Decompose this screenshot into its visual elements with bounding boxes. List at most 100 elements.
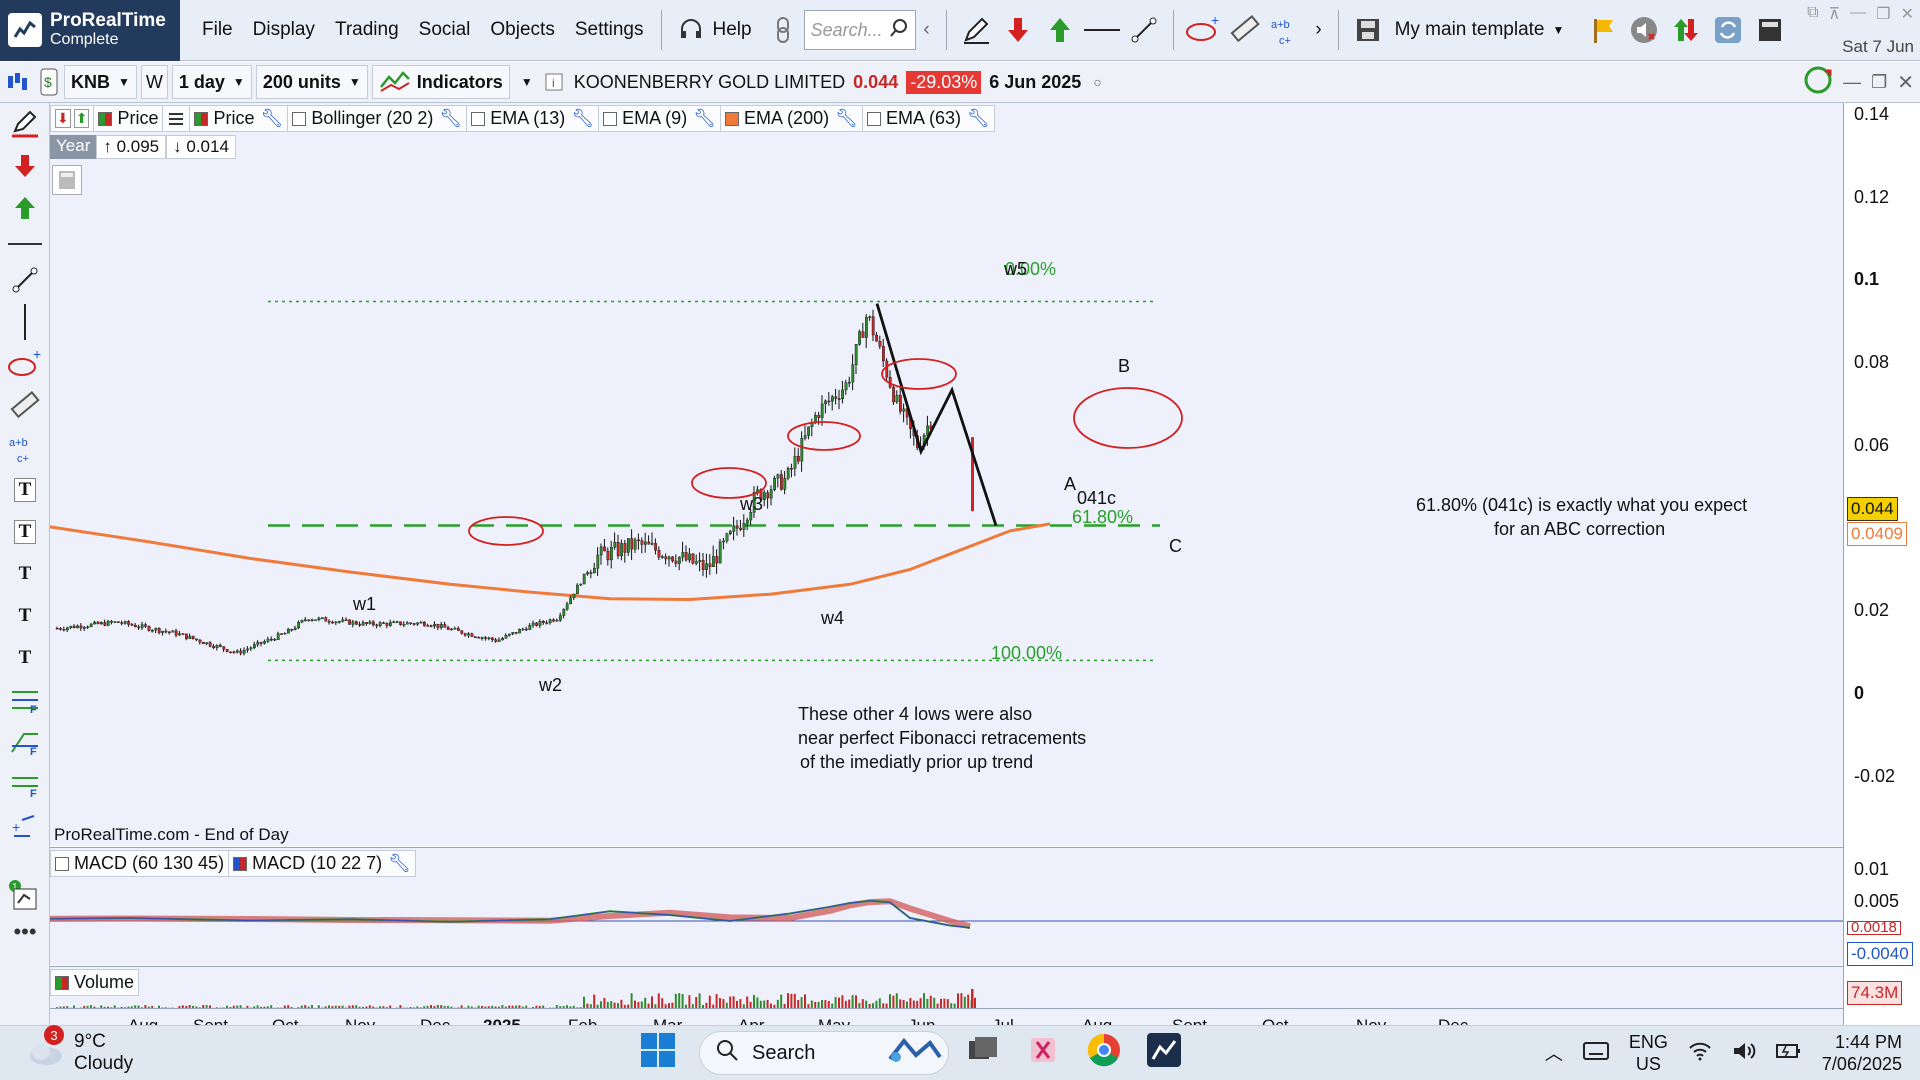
wifi-icon[interactable] (1688, 1041, 1712, 1066)
refresh-icon[interactable] (1710, 12, 1746, 48)
price-chart[interactable]: ⬇ ⬆ Price Price 🔧︎ Bollinger (20 2) 🔧︎ EMA … (50, 103, 1843, 846)
wrench-icon[interactable]: 🔧︎ (693, 108, 717, 128)
close-icon[interactable]: ✕ (1900, 6, 1914, 23)
fibonacci-icon[interactable]: F (0, 679, 50, 721)
buy-arrow-icon[interactable] (0, 187, 50, 229)
restore-icon[interactable]: ❐ (1871, 71, 1888, 92)
weekly-toggle[interactable]: W (140, 65, 168, 99)
indicators-button[interactable]: Indicators (371, 65, 510, 99)
candles-icon[interactable] (3, 64, 31, 100)
legend-ema200[interactable]: EMA (200) 🔧︎ (720, 105, 863, 132)
fibonacci-time-icon[interactable]: F (0, 763, 50, 805)
range-period[interactable]: Year (50, 135, 97, 159)
sound-off-icon[interactable] (1626, 12, 1662, 48)
volume-panel[interactable]: Volume (50, 966, 1843, 1009)
menu-help[interactable]: Help (712, 19, 752, 40)
wrench-icon[interactable]: 🔧︎ (388, 853, 411, 873)
prorealtime-taskbar-icon[interactable] (1147, 1033, 1181, 1073)
fibonacci-fan-icon[interactable]: F (0, 721, 50, 763)
legend-macd2[interactable]: MACD (10 22 7) 🔧︎ (228, 850, 416, 877)
units-selector[interactable]: 200 units ▼ (255, 65, 368, 99)
taskbar-search[interactable]: Search (699, 1031, 949, 1075)
menu-settings[interactable]: Settings (574, 19, 644, 40)
alerts-icon[interactable] (1668, 12, 1704, 48)
restore-icon[interactable]: ❐ (1876, 6, 1891, 23)
vertical-line-icon[interactable] (0, 301, 50, 343)
info-icon[interactable]: i (543, 64, 565, 100)
minimize-icon[interactable]: — (1850, 4, 1867, 21)
legend-price2[interactable]: Price 🔧︎ (189, 105, 289, 132)
sync-icon[interactable] (1803, 65, 1833, 100)
volume-icon[interactable] (1732, 1040, 1756, 1067)
sell-arrow-icon[interactable]: ⬇ (55, 109, 71, 128)
template-selector[interactable]: My main template ▼ (1395, 19, 1565, 41)
pin-icon[interactable]: ⊼ (1828, 6, 1841, 23)
wave-labels-icon[interactable]: a+b c+ (0, 427, 50, 469)
wrench-icon[interactable]: 🔧︎ (966, 108, 990, 128)
menu-trading[interactable]: Trading (334, 19, 399, 40)
wrench-icon[interactable]: 🔧︎ (260, 108, 284, 128)
legend-list-icon[interactable] (162, 105, 191, 132)
sell-arrow-icon[interactable] (0, 145, 50, 187)
menu-file[interactable]: File (202, 19, 233, 40)
ruler-icon[interactable] (0, 385, 50, 427)
clock[interactable]: 1:44 PM 7/06/2025 (1822, 1031, 1902, 1075)
fib-level-61[interactable]: 61.80% (1072, 507, 1134, 527)
legend-ema13[interactable]: EMA (13) 🔧︎ (466, 105, 600, 132)
search-input[interactable]: Search... (803, 10, 916, 50)
headset-icon[interactable] (673, 12, 709, 48)
ellipse-tool-icon[interactable]: + (0, 343, 50, 385)
price-axis[interactable]: 0.14 0.12 0.1 0.08 0.06 0.02 0 -0.02 0.0… (1843, 103, 1920, 1025)
legend-ema63[interactable]: EMA (63) 🔧︎ (861, 105, 995, 132)
menu-display[interactable]: Display (252, 19, 315, 40)
text-box-icon[interactable]: T (0, 511, 50, 553)
detach-icon[interactable]: ⧉ (1807, 4, 1819, 21)
wrench-icon[interactable]: 🔧︎ (835, 108, 858, 128)
battery-icon[interactable] (1775, 1041, 1802, 1066)
task-view-icon[interactable] (967, 1035, 999, 1071)
wrench-icon[interactable]: 🔧︎ (439, 108, 463, 128)
ticker-selector[interactable]: KNB ▼ (64, 65, 137, 99)
legend-price1[interactable]: Price (93, 105, 164, 132)
buy-arrow-icon[interactable]: ⬆ (73, 109, 90, 128)
text-box-icon[interactable]: T (0, 469, 50, 511)
menu-social[interactable]: Social (418, 19, 471, 40)
legend-bollinger[interactable]: Bollinger (20 2) 🔧︎ (287, 105, 468, 132)
wave-labels-icon[interactable]: a+b c+ (1269, 12, 1305, 48)
horizontal-line-icon[interactable] (1083, 12, 1120, 48)
save-icon[interactable] (1350, 12, 1386, 48)
chevron-up-icon[interactable]: ︿ (1544, 1044, 1563, 1064)
pencil-icon[interactable] (958, 12, 994, 48)
calculator-icon[interactable] (52, 165, 82, 195)
keyboard-icon[interactable] (1582, 1041, 1609, 1065)
windows-start-icon[interactable] (641, 1033, 675, 1073)
more-icon[interactable]: ••• (13, 919, 37, 944)
text-icon[interactable]: T (18, 563, 32, 584)
text-icon[interactable]: T (18, 605, 32, 626)
ellipse-tool-icon[interactable]: + (1185, 12, 1221, 48)
flag-icon[interactable] (1584, 12, 1620, 48)
fib-level-100[interactable]: 100.00% (991, 643, 1063, 663)
sell-arrow-icon[interactable] (1000, 12, 1036, 48)
scroll-right-icon[interactable]: › (1315, 19, 1322, 40)
link-icon[interactable] (765, 12, 801, 48)
legend-volume[interactable]: Volume (50, 969, 140, 996)
notification-badge-icon[interactable]: 1 (0, 875, 50, 917)
legend-macd1[interactable]: MACD (60 130 45) (50, 850, 230, 877)
trendline-icon[interactable] (0, 259, 50, 301)
dollar-icon[interactable]: $ (37, 64, 61, 100)
scroll-left-icon[interactable]: ‹ (923, 19, 930, 40)
buy-arrow-icon[interactable] (1042, 12, 1078, 48)
chevron-down-icon[interactable]: ▼ (520, 75, 533, 89)
calculator-icon[interactable] (1752, 12, 1788, 48)
weather-widget[interactable]: 3 9°C Cloudy (26, 1025, 133, 1075)
chrome-icon[interactable] (1087, 1033, 1121, 1073)
macd-panel[interactable]: MACD (60 130 45) MACD (10 22 7) 🔧︎ (50, 847, 1843, 965)
close-icon[interactable]: ✕ (1897, 71, 1914, 94)
timeframe-selector[interactable]: 1 day ▼ (171, 65, 252, 99)
app-logo[interactable]: ProRealTime Complete (0, 0, 180, 61)
horizontal-line-icon[interactable] (8, 243, 42, 245)
legend-ema9[interactable]: EMA (9) 🔧︎ (598, 105, 722, 132)
add-line-icon[interactable]: + (0, 805, 50, 847)
fib-level-0[interactable]: 0.00% (1005, 259, 1057, 279)
